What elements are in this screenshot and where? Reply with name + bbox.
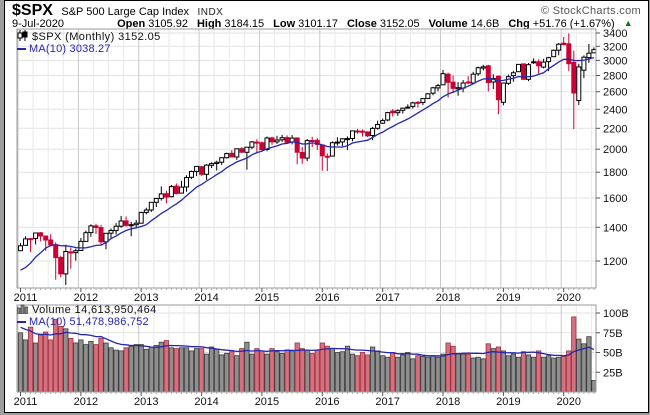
svg-text:2019: 2019 (496, 396, 520, 408)
svg-text:2011: 2011 (14, 396, 38, 408)
svg-text:1200: 1200 (603, 256, 627, 268)
chart-container: $SPX S&P 500 Large Cap Index INDX © Stoc… (4, 0, 649, 413)
svg-text:1600: 1600 (603, 193, 627, 205)
svg-text:2017: 2017 (375, 396, 399, 408)
volume-bars (17, 316, 597, 393)
svg-text:50B: 50B (603, 348, 623, 360)
quote-field-chg: Chg +51.76 (+1.67%) (508, 18, 615, 30)
svg-text:2015: 2015 (255, 292, 279, 304)
index-name: S&P 500 Large Cap Index (61, 6, 189, 18)
ma-line-swatch (17, 48, 26, 50)
change-up-arrow-icon: ▲ (623, 18, 633, 28)
svg-text:3000: 3000 (603, 55, 627, 67)
quote-fields: Open 3105.92 High 3184.15 Low 3101.17 Close 315… (117, 18, 633, 30)
svg-text:2014: 2014 (194, 292, 218, 304)
symbol-ticker: $SPX (12, 2, 53, 19)
copyright-notice: © StockCharts.com (540, 5, 641, 17)
svg-text:2012: 2012 (74, 396, 98, 408)
svg-text:2600: 2600 (603, 87, 627, 99)
svg-text:2800: 2800 (603, 71, 627, 83)
svg-text:2013: 2013 (134, 292, 158, 304)
quote-summary-row: 9-Jul-2020 Open 3105.92 High 3184.15 Low 3101… (12, 18, 642, 31)
svg-text:2400: 2400 (603, 104, 627, 116)
svg-text:2014: 2014 (194, 396, 218, 408)
svg-text:2011: 2011 (14, 292, 38, 304)
svg-text:2012: 2012 (74, 292, 98, 304)
svg-text:2020: 2020 (556, 292, 580, 304)
svg-text:2018: 2018 (436, 396, 460, 408)
svg-text:1800: 1800 (603, 167, 627, 179)
volume-bars-icon (16, 304, 29, 317)
svg-text:2200: 2200 (603, 123, 627, 135)
svg-text:2016: 2016 (315, 292, 339, 304)
quote-field-volume: Volume 14.6B (428, 18, 500, 30)
volume-legend-label: Volume 14,613,950,464 (32, 304, 157, 316)
plot-borders (16, 28, 597, 393)
quote-field-low: Low 3101.17 (273, 18, 338, 30)
volume-ma-line-swatch (17, 321, 26, 323)
svg-text:75B: 75B (603, 328, 623, 340)
svg-text:1400: 1400 (603, 222, 627, 234)
svg-text:25B: 25B (603, 367, 623, 379)
svg-text:3400: 3400 (603, 28, 627, 40)
volume-legend: Volume 14,613,950,464 MA(10) 51,478,986,… (16, 304, 157, 328)
price-ma10-line (20, 56, 595, 271)
price-legend: $SPX (Monthly) 3152.05 MA(10) 3038.27 (17, 30, 161, 55)
quote-field-high: High 3184.15 (196, 18, 265, 30)
price-ma-legend-label: MA(10) 3038.27 (29, 43, 111, 55)
svg-text:2018: 2018 (436, 292, 460, 304)
svg-text:2016: 2016 (315, 396, 339, 408)
svg-text:2017: 2017 (375, 292, 399, 304)
volume-ma-legend-label: MA(10) 51,478,986,752 (29, 316, 149, 328)
svg-text:2019: 2019 (496, 292, 520, 304)
svg-text:2015: 2015 (255, 396, 279, 408)
svg-text:100B: 100B (603, 308, 629, 320)
volume-ma10-line (20, 326, 595, 357)
quote-field-close: Close 3152.05 (346, 18, 420, 30)
exchange-label: INDX (197, 7, 224, 18)
quote-field-open: Open 3105.92 (117, 18, 188, 30)
svg-text:3200: 3200 (603, 41, 627, 53)
svg-text:2013: 2013 (134, 396, 158, 408)
svg-text:2020: 2020 (556, 396, 580, 408)
price-legend-label: $SPX (Monthly) 3152.05 (32, 31, 161, 43)
chart-header: $SPX S&P 500 Large Cap Index INDX (12, 2, 642, 19)
candlesticks (18, 33, 597, 286)
svg-text:2000: 2000 (603, 144, 627, 156)
candlestick-icon (17, 30, 28, 44)
quote-date: 9-Jul-2020 (12, 18, 64, 30)
